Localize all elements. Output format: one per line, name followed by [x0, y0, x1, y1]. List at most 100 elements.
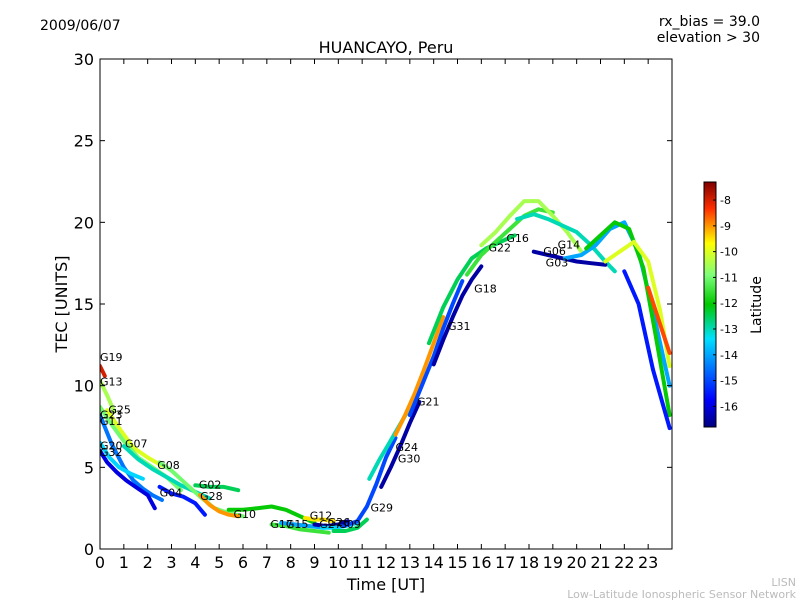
- x-tick-label: 3: [166, 553, 176, 572]
- satellite-label-g12: G12: [310, 510, 333, 523]
- colorbar-tick-label: -12: [720, 297, 738, 310]
- x-tick-label: 12: [376, 553, 396, 572]
- chart-title: HUANCAYO, Peru: [318, 38, 454, 57]
- x-tick-label: 8: [286, 553, 296, 572]
- satellite-label-g28: G28: [200, 490, 223, 503]
- y-tick-label: 25: [74, 132, 94, 151]
- series-g22: [426, 233, 517, 346]
- series-g19: [100, 364, 107, 378]
- x-tick-label: 21: [590, 553, 610, 572]
- series-g35: [603, 239, 672, 369]
- satellite-label-g06: G06: [543, 245, 566, 258]
- satellite-label-g19: G19: [100, 351, 123, 364]
- series-g04: [157, 484, 207, 517]
- x-tick-label: 20: [566, 553, 586, 572]
- x-tick-label: 16: [471, 553, 491, 572]
- satellite-label-g22: G22: [488, 242, 511, 255]
- series-g37: [646, 285, 672, 355]
- series-g16: [465, 207, 555, 277]
- series-g06: [479, 199, 584, 254]
- x-tick-label: 2: [143, 553, 153, 572]
- satellite-label-g17: G17: [270, 518, 293, 531]
- series-g21: [393, 315, 446, 437]
- colorbar-tick-label: -14: [720, 349, 738, 362]
- series-g12: [303, 516, 336, 524]
- y-tick-label: 30: [74, 50, 94, 69]
- satellite-label-g02: G02: [199, 479, 222, 492]
- colorbar-ticks: -8 -9 -10 -11 -12 -13 -14 -15 -16: [713, 194, 738, 413]
- satellite-label-g29: G29: [371, 501, 394, 514]
- x-tick-label: 13: [400, 553, 420, 572]
- satellite-label-g32: G32: [100, 446, 123, 459]
- satellite-label-g31: G31: [448, 320, 471, 333]
- x-tick-label: 18: [519, 553, 539, 572]
- x-tick-label: 4: [190, 553, 200, 572]
- series-g20: [100, 440, 145, 481]
- satellite-label-g15: G15: [286, 518, 309, 531]
- colorbar-tick-label: -13: [720, 323, 738, 336]
- x-tick-label: 1: [119, 553, 129, 572]
- y-tick-label: 20: [74, 213, 94, 232]
- colorbar-tick-label: -9: [720, 220, 731, 233]
- colorbar-tick-label: -11: [720, 271, 738, 284]
- series-g02: [193, 483, 241, 493]
- series-g36: [622, 269, 672, 431]
- x-tick-label: 0: [95, 553, 105, 572]
- series-g10: [226, 504, 317, 525]
- series-g27: [312, 519, 350, 529]
- x-tick-label: 10: [328, 553, 348, 572]
- satellite-label-g27: G27: [319, 518, 342, 531]
- x-tick-label: 6: [238, 553, 248, 572]
- colorbar: [703, 181, 717, 428]
- rx-bias-label: rx_bias = 39.0: [658, 14, 760, 30]
- series-g15: [279, 520, 326, 530]
- series-g17: [269, 522, 331, 535]
- x-tick-label: 9: [309, 553, 319, 572]
- x-tick-label: 17: [495, 553, 515, 572]
- x-tick-label: 5: [214, 553, 224, 572]
- x-tick-label: 15: [447, 553, 467, 572]
- colorbar-title: Latitude: [749, 276, 765, 334]
- chart-date: 2009/06/07: [40, 18, 121, 34]
- colorbar-tick-label: -8: [720, 194, 731, 207]
- y-tick-label: 5: [84, 458, 94, 477]
- series-g14: [515, 212, 617, 274]
- satellite-label-g25: G25: [108, 403, 131, 416]
- x-tick-label: 23: [638, 553, 658, 572]
- satellite-label-g21: G21: [417, 395, 440, 408]
- x-axis-title: Time [UT]: [346, 575, 425, 594]
- y-tick-label: 0: [84, 540, 94, 559]
- chart-parameters: rx_bias = 39.0 elevation > 30: [657, 14, 760, 46]
- satellite-label-g04: G04: [160, 487, 183, 500]
- series-g28: [198, 493, 241, 519]
- colorbar-tick-label: -16: [720, 400, 738, 413]
- elevation-label: elevation > 30: [656, 30, 760, 46]
- x-tick-label: 22: [614, 553, 634, 572]
- series-g25: [105, 408, 164, 468]
- y-axis: 0 5 10 15 20 25 30: [74, 50, 672, 559]
- satellite-label-g16: G16: [506, 232, 529, 245]
- x-tick-label: 14: [423, 553, 443, 572]
- satellite-label-g30: G30: [398, 452, 421, 465]
- x-tick-label: 7: [262, 553, 272, 572]
- series-g18: [431, 264, 484, 367]
- footer-network: Low-Latitude Ionospheric Sensor Network: [567, 588, 796, 601]
- series-g30: [379, 400, 422, 489]
- satellite-label-g26: G26: [328, 516, 351, 529]
- satellite-label-g18: G18: [474, 283, 497, 296]
- satellite-label-g07: G07: [125, 438, 148, 451]
- x-tick-label: 11: [352, 553, 372, 572]
- series-g11: [100, 413, 164, 502]
- satellite-label-g09: G09: [338, 518, 361, 531]
- satellite-label-g08: G08: [157, 459, 180, 472]
- satellite-label-g23: G23: [100, 408, 123, 421]
- satellite-label-g03: G03: [546, 256, 569, 269]
- series-g31: [407, 279, 465, 418]
- colorbar-tick-label: -10: [720, 246, 738, 259]
- satellite-label-g20: G20: [100, 439, 123, 452]
- series-g09: [331, 517, 369, 533]
- satellite-label-g24: G24: [396, 441, 419, 454]
- x-tick-label: 19: [543, 553, 563, 572]
